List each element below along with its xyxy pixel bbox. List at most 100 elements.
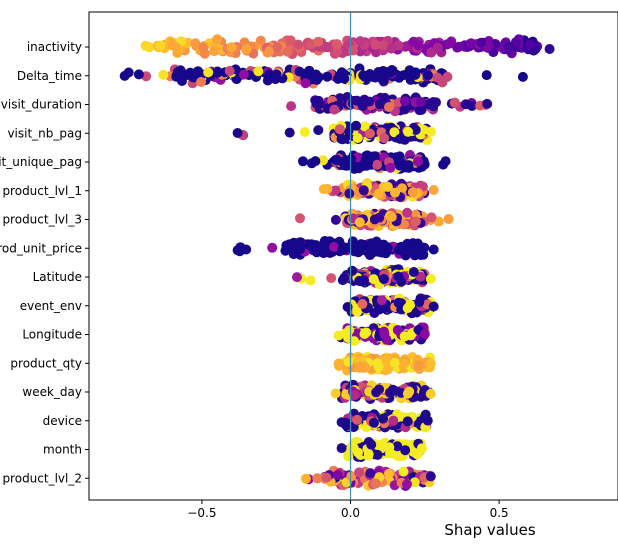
shap-point <box>366 439 377 450</box>
shap-point <box>428 301 439 312</box>
shap-point <box>476 37 487 48</box>
shap-point <box>305 275 316 286</box>
shap-point <box>344 188 355 199</box>
shap-point <box>351 95 362 106</box>
shap-point <box>376 295 387 306</box>
shap-point <box>212 67 223 78</box>
shap-point <box>378 274 389 284</box>
shap-point <box>415 97 426 107</box>
shap-point <box>313 72 324 83</box>
shap-point <box>410 216 421 227</box>
shap-point <box>330 388 341 399</box>
shap-point <box>384 102 394 112</box>
shap-point <box>432 72 443 83</box>
y-tick-label: Latitude <box>33 270 82 284</box>
y-tick-label: visit_nb_pag <box>7 126 82 140</box>
x-axis-ticks: −0.5 0.0 0.5 <box>187 500 509 520</box>
shap-point <box>544 44 555 54</box>
shap-point <box>504 45 515 56</box>
shap-point <box>389 357 400 368</box>
shap-point <box>400 445 411 456</box>
y-tick-label: event_env <box>20 299 82 313</box>
shap-point <box>337 156 348 167</box>
shap-point <box>412 156 423 167</box>
shap-point <box>379 133 390 144</box>
shap-point <box>140 40 151 51</box>
shap-point <box>363 449 374 460</box>
shap-point <box>355 36 366 47</box>
shap-point <box>407 187 418 198</box>
shap-point <box>370 39 381 50</box>
shap-point <box>232 128 243 138</box>
shap-point <box>388 415 399 426</box>
shap-point <box>392 325 403 335</box>
shap-point <box>425 126 436 137</box>
shap-point <box>238 69 249 80</box>
shap-point <box>349 390 360 401</box>
shap-point <box>440 156 451 167</box>
shap-point <box>354 217 365 228</box>
shap-point <box>336 443 347 454</box>
shap-point <box>380 354 391 365</box>
shap-point <box>321 472 332 483</box>
shap-point <box>399 219 409 230</box>
shap-point <box>396 157 407 168</box>
x-tick-label: 0.5 <box>490 506 509 520</box>
shap-point <box>209 46 220 57</box>
shap-point <box>373 68 384 79</box>
shap-point <box>264 46 275 57</box>
shap-point <box>241 244 252 255</box>
shap-point <box>333 330 344 341</box>
y-tick-label: inactivity <box>27 40 82 54</box>
y-tick-label: product_lvl_1 <box>2 184 82 198</box>
shap-point <box>339 273 350 283</box>
shap-point <box>155 40 166 51</box>
shap-point <box>399 331 410 342</box>
shap-point <box>481 70 492 81</box>
shap-point <box>384 468 394 479</box>
shap-point <box>333 358 344 369</box>
shap-point <box>311 99 322 109</box>
shap-point <box>119 70 130 81</box>
shap-point <box>403 126 413 137</box>
shap-point <box>353 163 364 174</box>
shap-point <box>349 336 360 347</box>
shap-point <box>374 99 385 109</box>
shap-point <box>364 96 375 107</box>
shap-point <box>198 42 209 53</box>
shap-point <box>414 104 425 115</box>
shap-point <box>460 99 471 110</box>
shap-point <box>271 69 282 80</box>
y-tick-label: Longitude <box>22 328 82 342</box>
shap-point <box>299 127 310 138</box>
shap-point <box>517 71 528 82</box>
shap-point <box>385 67 396 78</box>
shap-point <box>482 98 493 109</box>
shap-point <box>389 127 400 138</box>
shap-point <box>347 265 358 276</box>
shap-point <box>408 36 419 47</box>
y-tick-label: week_day <box>22 385 82 399</box>
shap-point <box>224 65 235 76</box>
shap-point <box>294 66 305 77</box>
x-axis-title: Shap values <box>444 521 535 539</box>
y-tick-label: month <box>43 443 82 457</box>
shap-point <box>226 42 237 53</box>
shap-point <box>402 207 413 218</box>
shap-point <box>425 358 436 369</box>
shap-point <box>372 159 383 170</box>
y-tick-label: visit_duration <box>1 98 82 112</box>
shap-point <box>410 69 421 80</box>
shap-point <box>292 272 302 283</box>
shap-point <box>372 449 383 460</box>
shap-point <box>358 185 369 196</box>
shap-point <box>390 187 400 198</box>
y-tick-label: product_qty <box>10 356 82 370</box>
y-tick-label: device <box>43 414 82 428</box>
shap-point <box>253 66 264 77</box>
shap-point <box>393 297 404 308</box>
shap-point <box>373 361 384 372</box>
shap-point <box>365 244 376 255</box>
shap-point <box>300 78 311 89</box>
shap-point <box>449 97 460 108</box>
